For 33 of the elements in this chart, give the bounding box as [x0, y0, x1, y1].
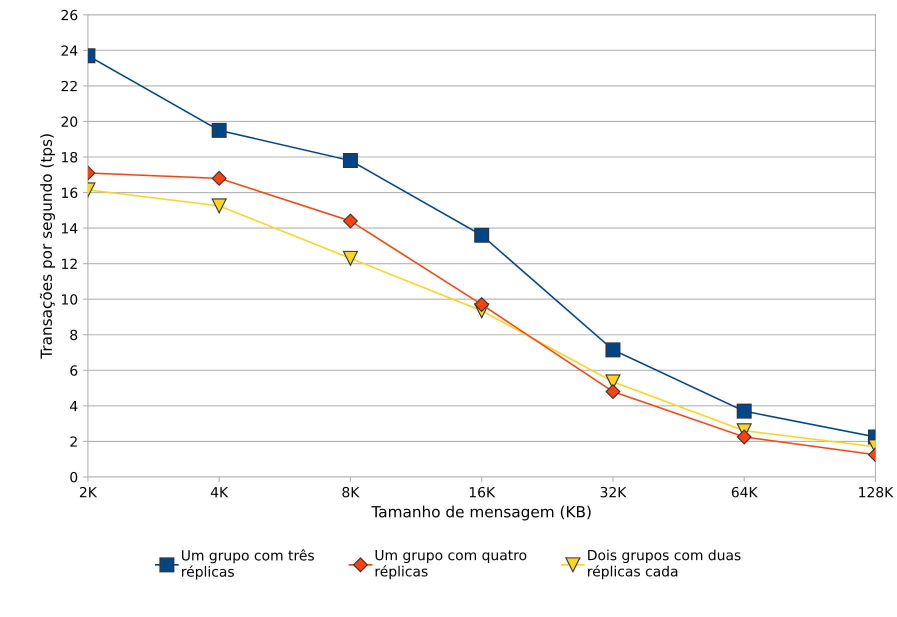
y-tick-label: 10: [62, 294, 78, 305]
point: [474, 297, 490, 312]
x-tick-label: 64K: [732, 486, 758, 498]
point: [342, 153, 358, 168]
y-tick-label: 18: [62, 152, 78, 162]
y-tick-label: 8: [70, 330, 78, 340]
point: [606, 384, 620, 400]
x-tick-label: 8K: [342, 486, 360, 498]
point: [605, 342, 620, 358]
y-axis-title: Transações por segundo (tps): [40, 134, 55, 359]
y-tick-label: 22: [62, 80, 77, 92]
y-tick-label: 2: [70, 436, 77, 447]
y-tick-label: 6: [70, 365, 78, 376]
x-tick-label: 2K: [80, 486, 98, 498]
y-tick-label: 20: [62, 116, 78, 127]
x-tick-label: 4K: [210, 487, 228, 498]
y-tick-label: 12: [62, 258, 77, 269]
y-tick-label: 4: [70, 400, 78, 412]
y-tick-label: 24: [62, 45, 78, 56]
legend-label: Um grupo com três réplicas: [182, 549, 314, 580]
y-tick-label: 26: [62, 10, 78, 20]
legend-label: Dois grupos com duas réplicas cada: [588, 550, 741, 580]
y-tick-label: 16: [62, 188, 78, 198]
x-tick-label: 128K: [859, 486, 894, 498]
y-tick-label: 14: [62, 223, 78, 234]
x-tick-label: 16K: [470, 486, 496, 498]
point: [343, 214, 358, 228]
legend-label: Um grupo com quatro réplicas: [376, 550, 526, 580]
y-tick-label: 0: [70, 472, 78, 482]
x-tick-label: 32K: [600, 486, 627, 498]
point: [474, 228, 490, 243]
point: [342, 250, 358, 266]
x-axis-title: Tamanho de mensagem (KB): [371, 506, 591, 520]
